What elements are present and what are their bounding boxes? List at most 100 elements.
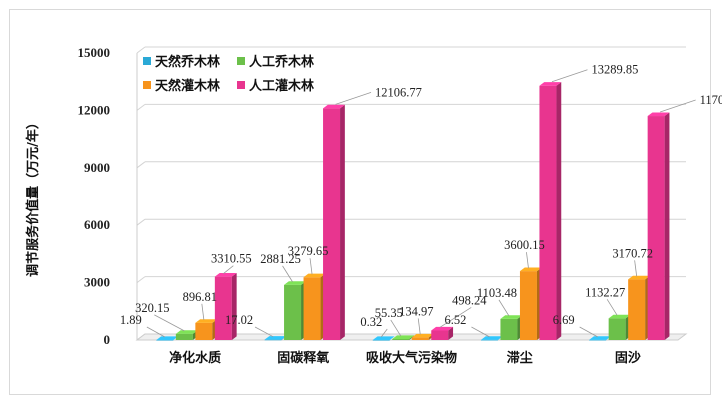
bar-top bbox=[411, 333, 434, 338]
label-leader bbox=[439, 307, 472, 328]
bar-front bbox=[431, 330, 449, 340]
data-label: 6.52 bbox=[445, 313, 467, 327]
data-label: 320.15 bbox=[135, 301, 169, 315]
label-leader bbox=[390, 319, 402, 337]
bar-top bbox=[539, 82, 562, 86]
gridline-side bbox=[136, 46, 146, 54]
legend-label: 人工乔木林 bbox=[249, 54, 314, 70]
y-tick-label: 15000 bbox=[78, 45, 111, 60]
data-label: 1.89 bbox=[120, 313, 142, 327]
bar-top bbox=[195, 319, 218, 323]
bar-front bbox=[303, 277, 321, 340]
label-leader bbox=[335, 91, 372, 105]
bar-side bbox=[409, 335, 415, 340]
label-leader bbox=[417, 318, 421, 335]
bar-top bbox=[284, 281, 306, 285]
bar-top bbox=[214, 273, 237, 277]
data-label: 498.24 bbox=[452, 293, 487, 307]
bar-top bbox=[323, 104, 345, 109]
bar-front bbox=[264, 339, 282, 341]
label-leader bbox=[579, 326, 598, 338]
bar-top bbox=[500, 315, 523, 319]
bar-front bbox=[372, 339, 390, 341]
x-tick-label: 滞尘 bbox=[507, 350, 533, 366]
legend-swatch bbox=[237, 57, 245, 65]
data-label: 3310.55 bbox=[211, 252, 252, 266]
data-label: 896.81 bbox=[183, 290, 217, 304]
legend-swatch bbox=[143, 81, 151, 89]
data-label: 1103.48 bbox=[477, 286, 517, 300]
bar-front bbox=[323, 108, 341, 340]
bar-top bbox=[264, 336, 287, 340]
data-label: 134.97 bbox=[399, 304, 433, 318]
bar-front bbox=[156, 339, 174, 341]
legend-label: 天然灌木林 bbox=[155, 78, 220, 94]
gridline-side bbox=[136, 161, 146, 169]
bar-top bbox=[392, 335, 415, 339]
legend-label: 人工灌木林 bbox=[249, 78, 314, 94]
bar-top bbox=[589, 336, 611, 340]
x-tick-label: 净化水质 bbox=[169, 350, 221, 366]
y-axis-title: 调节服务价值量（万元/年） bbox=[25, 116, 41, 277]
bar-top bbox=[175, 330, 198, 334]
data-label: 3170.72 bbox=[612, 246, 653, 260]
bar-front bbox=[411, 337, 429, 340]
data-label: 2881.25 bbox=[260, 252, 301, 266]
label-leader bbox=[309, 258, 313, 275]
gridline-side bbox=[136, 276, 146, 284]
bar-front bbox=[519, 271, 537, 340]
x-tick-label: 吸收大气污染物 bbox=[366, 350, 457, 366]
legend-label: 天然乔木林 bbox=[155, 54, 220, 70]
bar-top bbox=[372, 336, 395, 340]
legend-swatch bbox=[237, 81, 245, 89]
bar-front bbox=[214, 276, 232, 340]
data-label: 13289.85 bbox=[591, 63, 638, 77]
chart-frame bbox=[9, 9, 711, 395]
y-tick-label: 3000 bbox=[84, 275, 110, 290]
bar-side bbox=[340, 104, 345, 340]
label-leader bbox=[498, 299, 510, 317]
data-label: 55.35 bbox=[375, 306, 403, 320]
bar-top bbox=[156, 336, 179, 340]
label-leader bbox=[223, 265, 234, 274]
label-leader bbox=[254, 326, 274, 338]
label-leader bbox=[282, 265, 293, 283]
data-label: 1132.27 bbox=[585, 285, 625, 299]
label-leader bbox=[201, 303, 205, 320]
x-tick-label: 固沙 bbox=[615, 351, 641, 366]
bar-front bbox=[608, 318, 626, 340]
bar-front bbox=[284, 284, 302, 340]
data-label: 0.32 bbox=[360, 315, 382, 329]
legend-swatch bbox=[143, 57, 151, 65]
bar-front bbox=[589, 339, 607, 341]
bar-front bbox=[628, 279, 646, 340]
data-label: 3600.15 bbox=[504, 238, 545, 252]
bar-front bbox=[175, 333, 193, 340]
bar-top bbox=[628, 275, 650, 280]
data-label: 11704.64 bbox=[700, 93, 722, 107]
gridline-side bbox=[136, 218, 146, 226]
data-label: 3279.65 bbox=[288, 244, 329, 258]
y-tick-label: 9000 bbox=[84, 160, 110, 175]
bar-side bbox=[448, 326, 454, 340]
bar-front bbox=[392, 338, 410, 340]
bar-top bbox=[647, 112, 670, 117]
data-label: 12106.77 bbox=[375, 85, 422, 99]
y-tick-label: 0 bbox=[104, 332, 111, 347]
bar-side bbox=[389, 336, 395, 340]
bar-top bbox=[519, 267, 542, 272]
bar-side bbox=[556, 82, 562, 340]
label-leader bbox=[634, 260, 638, 277]
bar-front bbox=[480, 339, 498, 341]
bar-top bbox=[608, 314, 631, 319]
bar-top bbox=[303, 273, 326, 278]
bar-top bbox=[431, 326, 454, 331]
bar-top bbox=[480, 336, 503, 340]
bar-front bbox=[647, 116, 665, 340]
bar-side bbox=[231, 273, 237, 340]
label-leader bbox=[146, 326, 166, 338]
bar-front bbox=[500, 318, 518, 340]
data-label: 17.02 bbox=[225, 313, 253, 327]
label-leader bbox=[526, 252, 529, 269]
